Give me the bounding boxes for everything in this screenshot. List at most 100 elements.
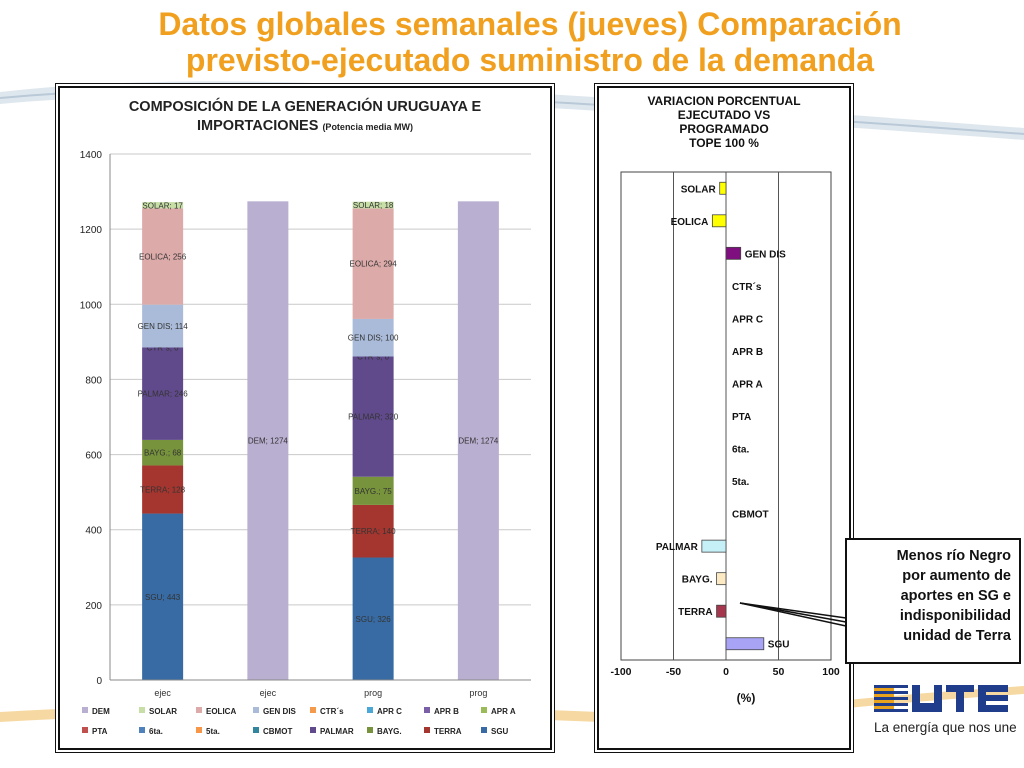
- left-chart-subtitle: (Potencia media MW): [322, 122, 413, 132]
- legend-label: TERRA: [434, 727, 462, 736]
- ute-logo-icon: [874, 685, 1008, 712]
- legend-label: DEM: [92, 707, 110, 716]
- legend-swatch-ctr-s: [310, 707, 316, 713]
- right-x-axis-label: (%): [737, 691, 756, 705]
- variation-row-label: PTA: [732, 412, 751, 423]
- legend-swatch-eolica: [196, 707, 202, 713]
- legend-swatch-palmar: [310, 727, 316, 733]
- bar-segment-bayg: [142, 439, 184, 466]
- left-y-tick-label: 200: [85, 601, 102, 612]
- variation-row-label: CTR´s: [732, 282, 762, 293]
- legend-swatch-dem: [82, 707, 88, 713]
- left-y-tick-label: 0: [96, 676, 102, 687]
- right-chart-title-line: PROGRAMADO: [679, 122, 769, 136]
- legend-label: EOLICA: [206, 707, 236, 716]
- variation-row-label: CBMOT: [732, 510, 769, 521]
- bar-segment-gen-dis: [352, 318, 394, 357]
- right-x-tick-label: 0: [723, 666, 729, 678]
- legend-label: APR B: [434, 707, 459, 716]
- variation-row-label: 6ta.: [732, 445, 749, 456]
- bar-segment-sgu: [352, 557, 394, 680]
- bar-data-label: PALMAR; 320: [348, 413, 399, 422]
- left-x-category-label: prog: [469, 688, 487, 698]
- left-y-tick-label: 800: [85, 375, 102, 386]
- variation-row-label: EOLICA: [671, 217, 709, 228]
- note-line3: aportes en SG e: [900, 588, 1011, 604]
- left-y-tick-label: 1400: [80, 150, 103, 161]
- legend-label: CBMOT: [263, 727, 292, 736]
- generation-composition-chart: COMPOSICIÓN DE LA GENERACIÓN URUGUAYA E …: [58, 86, 552, 750]
- bar-data-label: DEM; 1274: [248, 437, 289, 446]
- left-chart-title-line2-text: IMPORTACIONES: [197, 118, 319, 134]
- legend-swatch-sgu: [481, 727, 487, 733]
- variation-row-label: PALMAR: [656, 542, 699, 553]
- variation-row-label: APR C: [732, 314, 763, 325]
- legend-swatch-6ta: [139, 727, 145, 733]
- bar-segment-solar: [142, 202, 184, 209]
- left-chart-title: COMPOSICIÓN DE LA GENERACIÓN URUGUAYA E …: [60, 98, 550, 137]
- left-y-tick-label: 1000: [80, 300, 103, 311]
- bar-data-label: CTR´s; 0: [147, 343, 180, 352]
- bar-segment-sgu: [142, 513, 184, 680]
- legend-label: 6ta.: [149, 727, 163, 736]
- left-x-category-label: ejec: [154, 688, 171, 698]
- right-chart-title-line: VARIACION PORCENTUAL: [647, 94, 801, 108]
- left-y-tick-label: 1200: [80, 225, 103, 236]
- variation-row-label: BAYG.: [682, 575, 713, 586]
- bar-data-label: TERRA; 140: [351, 527, 396, 536]
- bar-data-label: EOLICA; 294: [350, 260, 398, 269]
- variation-bar-eolica: [711, 214, 727, 228]
- bar-data-label: BAYG.; 75: [355, 487, 393, 496]
- legend-label: GEN DIS: [263, 707, 297, 716]
- bar-segment-dem: [457, 201, 499, 680]
- legend-swatch-apr-a: [481, 707, 487, 713]
- left-y-tick-label: 400: [85, 526, 102, 537]
- bar-segment-terra: [352, 504, 394, 558]
- bar-data-label: SGU; 326: [356, 615, 392, 624]
- legend-label: SOLAR: [149, 707, 177, 716]
- logo-tagline: La energía que nos une: [874, 720, 1017, 735]
- note-line5: unidad de Terra: [903, 628, 1011, 644]
- note-line2: por aumento de: [902, 568, 1011, 584]
- variation-row-label: TERRA: [678, 607, 712, 618]
- legend-swatch-apr-c: [367, 707, 373, 713]
- bar-data-label: SOLAR; 18: [353, 201, 394, 210]
- legend-swatch-solar: [139, 707, 145, 713]
- right-chart-title-line: TOPE 100 %: [689, 136, 759, 150]
- right-x-tick-label: -100: [610, 666, 631, 678]
- bar-segment-eolica: [142, 208, 184, 305]
- variation-bar-sgu: [725, 637, 765, 651]
- bar-data-label: BAYG.; 68: [144, 449, 182, 458]
- left-chart-title-line2: IMPORTACIONES (Potencia media MW): [60, 117, 550, 137]
- bar-data-label: SGU; 443: [145, 593, 181, 602]
- variation-bar-palmar: [701, 539, 727, 553]
- bar-segment-eolica: [352, 208, 394, 319]
- legend-label: PALMAR: [320, 727, 354, 736]
- legend-label: 5ta.: [206, 727, 220, 736]
- note-line1: Menos río Negro: [896, 548, 1011, 564]
- note-box: Menos río Negro por aumento de aportes e…: [845, 538, 1021, 664]
- variation-bar-terra: [716, 604, 727, 618]
- legend-label: APR A: [491, 707, 516, 716]
- bar-data-label: SOLAR; 17: [142, 201, 183, 210]
- variation-row-label: GEN DIS: [745, 249, 786, 260]
- bar-data-label: TERRA; 128: [140, 486, 185, 495]
- page-title: Datos globales semanales (jueves) Compar…: [0, 6, 1024, 78]
- bar-data-label: GEN DIS; 114: [138, 322, 189, 331]
- bar-segment-terra: [142, 465, 184, 514]
- bar-segment-dem: [247, 201, 289, 680]
- variation-bar-gen-dis: [725, 246, 742, 260]
- bar-segment-solar: [352, 201, 394, 209]
- bar-data-label: GEN DIS; 100: [348, 334, 399, 343]
- legend-label: PTA: [92, 727, 108, 736]
- right-x-tick-label: 50: [773, 666, 785, 678]
- variation-bar-solar: [719, 181, 727, 195]
- percent-variation-chart: VARIACION PORCENTUAL EJECUTADO VS PROGRAMA…: [597, 86, 851, 750]
- right-x-tick-label: 100: [822, 666, 840, 678]
- page-title-line1: Datos globales semanales (jueves) Compar…: [158, 6, 902, 42]
- legend-label: BAYG.: [377, 727, 402, 736]
- left-y-tick-label: 600: [85, 451, 102, 462]
- right-chart-title-line: EJECUTADO VS: [677, 108, 771, 122]
- legend-swatch-pta: [82, 727, 88, 733]
- bar-data-label: PALMAR; 246: [138, 390, 189, 399]
